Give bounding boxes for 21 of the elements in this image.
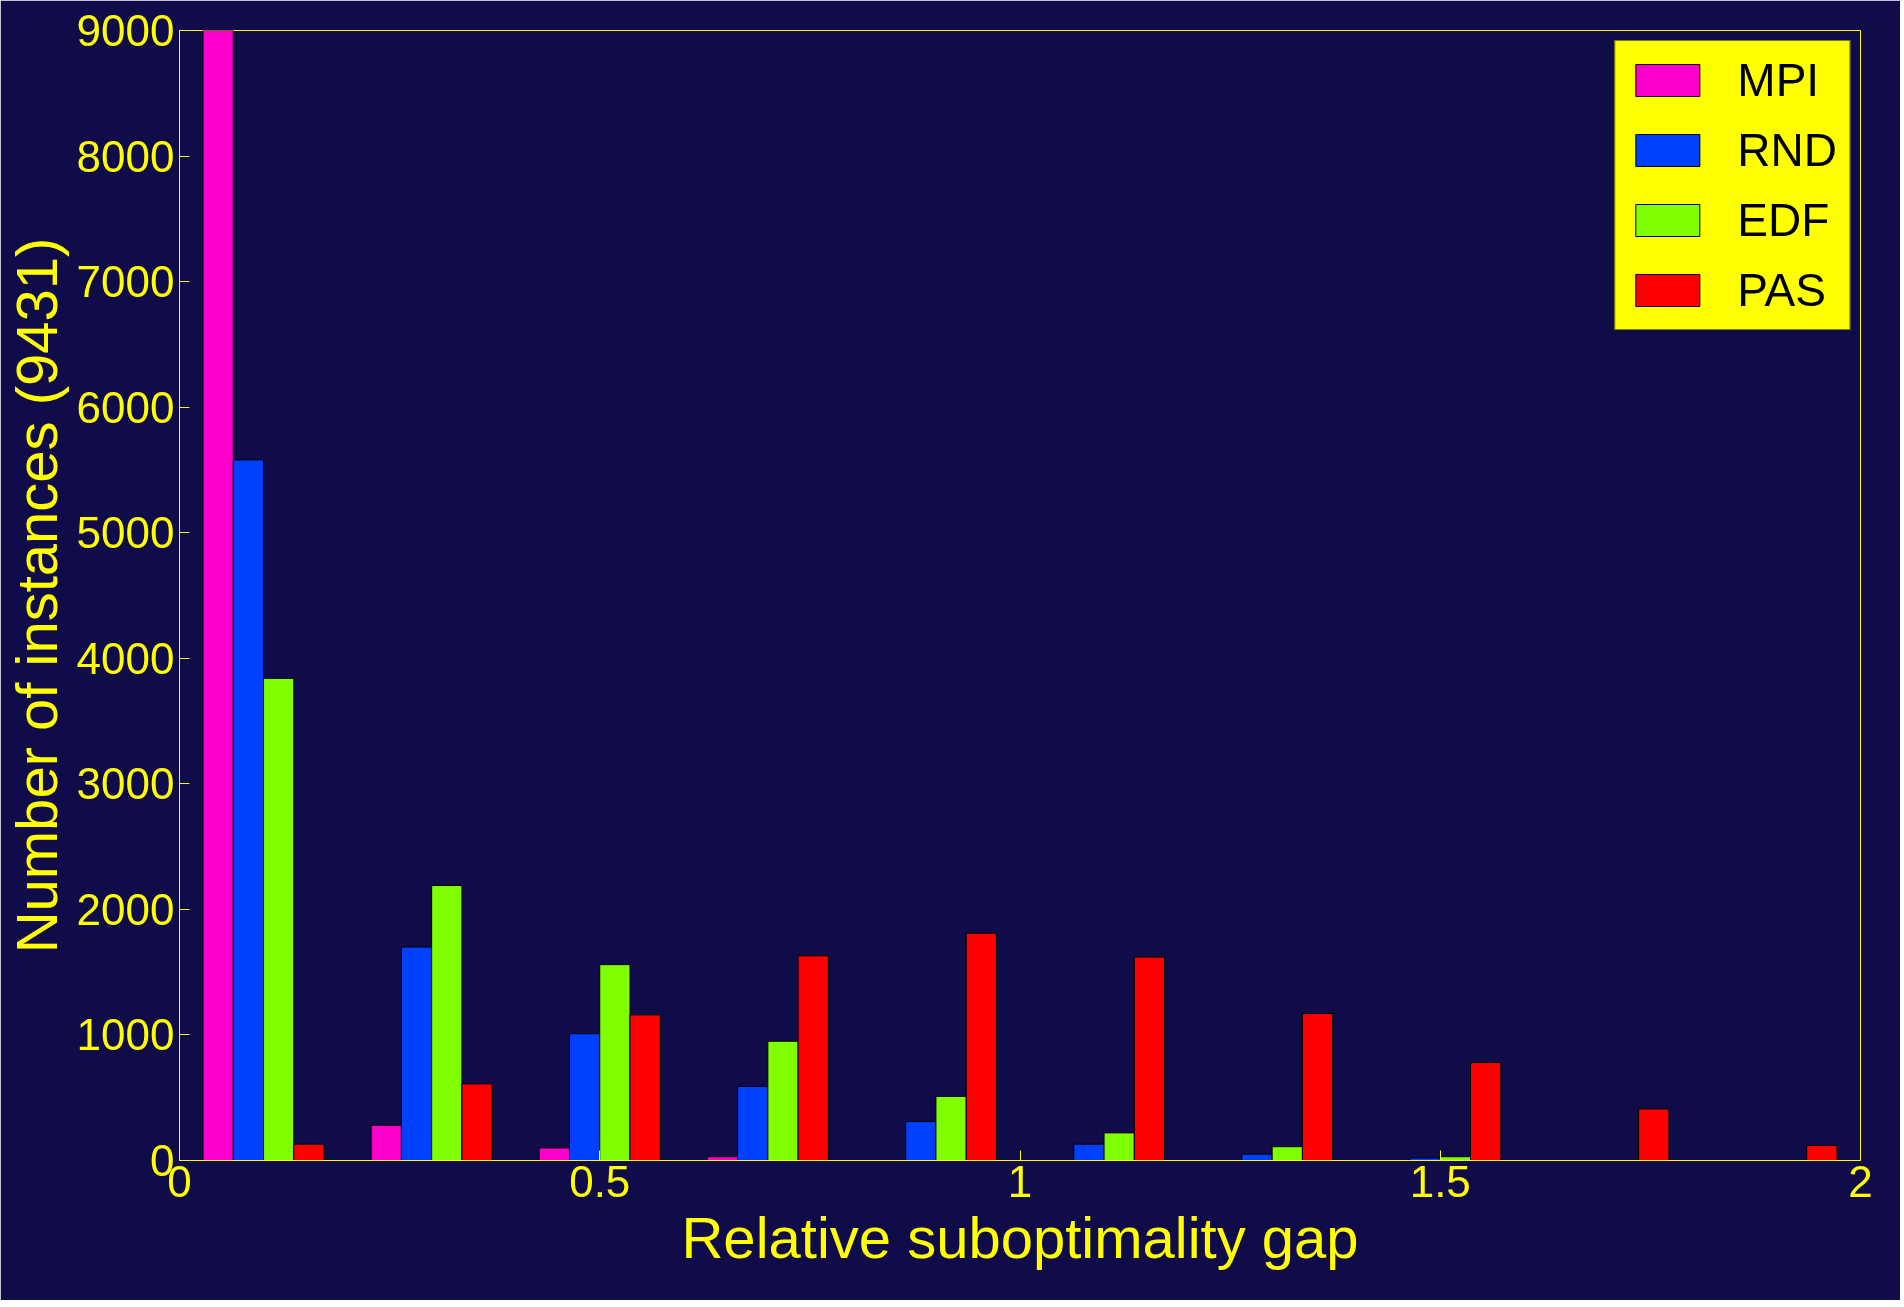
y-tick-label: 6000 — [76, 382, 175, 432]
y-tick-label: 5000 — [76, 508, 175, 558]
legend-label: PAS — [1737, 263, 1826, 317]
y-tick-label: 8000 — [76, 131, 175, 181]
y-tick-label: 3000 — [76, 759, 175, 809]
bar — [1638, 1108, 1670, 1161]
y-tick-label: 4000 — [76, 633, 175, 683]
y-tick-label: 7000 — [76, 257, 175, 307]
x-tick-label: 1.5 — [1409, 1156, 1471, 1206]
y-tick-label: 9000 — [76, 6, 175, 55]
x-tick-label: 0.5 — [569, 1156, 631, 1206]
x-tick-label: 2 — [1848, 1156, 1873, 1206]
y-axis-title: Number of instances (9431) — [3, 237, 69, 954]
legend-label: EDF — [1737, 193, 1830, 247]
x-axis-title: Relative suboptimality gap — [681, 1204, 1359, 1270]
legend-label: MPI — [1737, 53, 1820, 107]
bar — [1806, 1144, 1838, 1161]
y-tick-label: 1000 — [76, 1010, 175, 1060]
legend-label: RND — [1737, 123, 1837, 177]
y-tick-label: 2000 — [76, 884, 175, 934]
x-tick-label: 1 — [1007, 1156, 1033, 1206]
